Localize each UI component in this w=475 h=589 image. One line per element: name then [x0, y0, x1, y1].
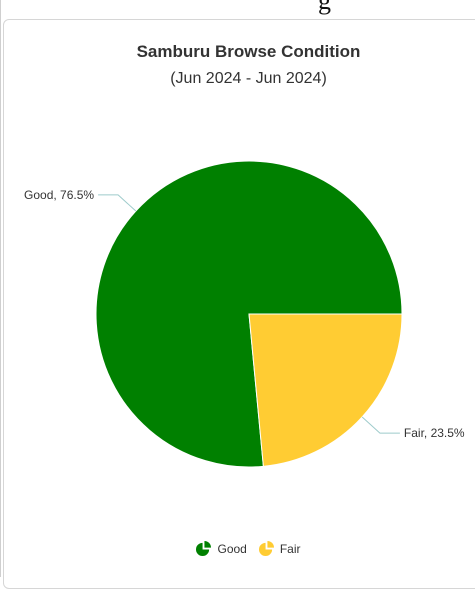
legend-item-good[interactable]: Good — [196, 541, 247, 556]
pie-connector-good — [98, 194, 137, 212]
pie-legend-icon — [258, 541, 274, 556]
legend-label: Good — [217, 541, 247, 556]
chart-title: Samburu Browse Condition — [136, 42, 361, 61]
chart-legend: Good Fair — [0, 541, 475, 559]
pie-connector-fair — [361, 416, 400, 434]
pie-slice-fair[interactable] — [248, 313, 403, 467]
legend-label: Fair — [279, 541, 301, 556]
pie-chart: Good, 76.5% Fair, 23.5% — [24, 160, 465, 468]
legend-item-fair[interactable]: Fair — [258, 541, 301, 556]
top-cropped-letter: g — [318, 0, 331, 15]
pie-legend-icon — [196, 541, 212, 556]
page-left-border — [0, 0, 1, 577]
top-cropped-text: g — [0, 0, 475, 18]
pie-label-fair: Fair, 23.5% — [404, 426, 465, 440]
chart-subtitle: (Jun 2024 - Jun 2024) — [170, 70, 327, 87]
pie-label-good: Good, 76.5% — [24, 188, 94, 202]
